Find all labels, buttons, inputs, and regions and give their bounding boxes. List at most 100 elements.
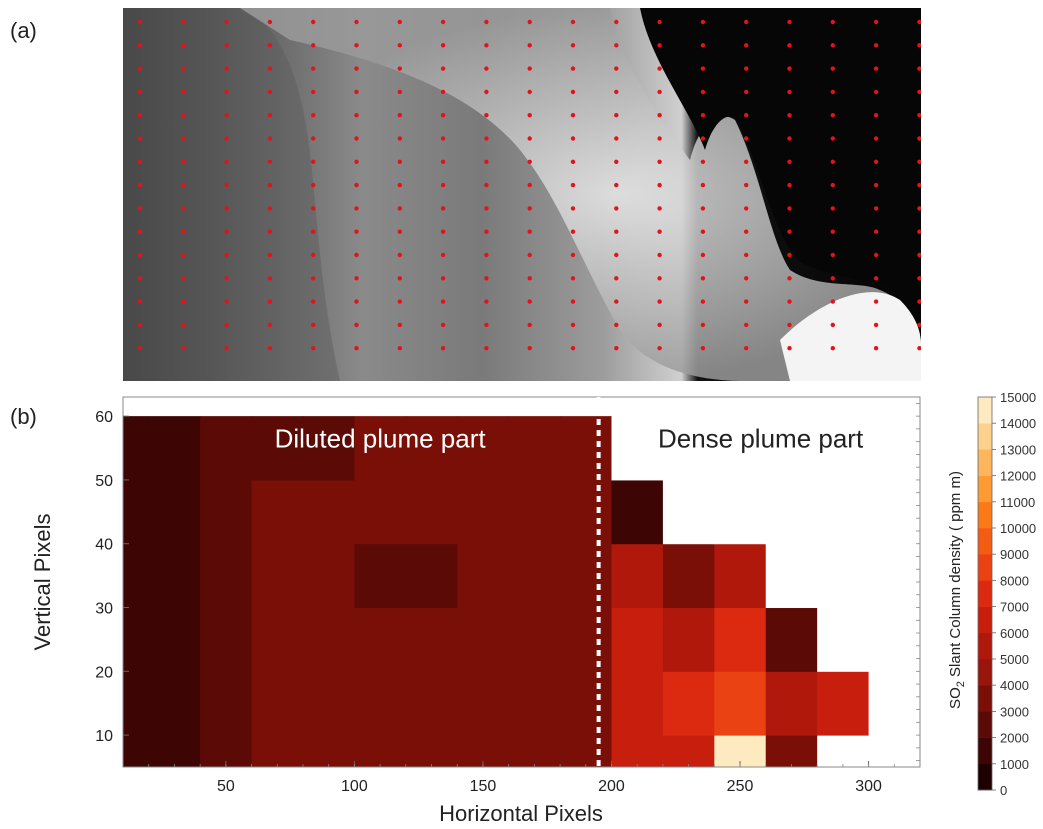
colorbar-tick-label: 13000 <box>1000 442 1036 457</box>
sampling-dot <box>657 159 662 164</box>
sampling-dot <box>440 322 446 328</box>
colorbar-swatch <box>978 475 992 503</box>
heatmap-cell <box>123 479 150 545</box>
sampling-dot <box>354 182 359 188</box>
sampling-dot <box>700 159 706 164</box>
colorbar-swatch <box>978 659 992 686</box>
sampling-dot <box>311 136 316 141</box>
heatmap-cell <box>765 735 818 767</box>
sampling-dot <box>224 299 229 304</box>
sampling-dot <box>700 322 706 328</box>
colorbar-tick-label: 3000 <box>1000 704 1029 719</box>
sampling-dot <box>267 346 273 351</box>
plume-image <box>123 8 921 381</box>
sampling-dot <box>657 66 662 71</box>
colorbar-swatch <box>978 711 992 738</box>
sampling-dot <box>873 89 879 95</box>
sampling-dot <box>267 299 273 304</box>
sampling-dot <box>787 89 792 95</box>
heatmap-cell <box>560 416 612 481</box>
sampling-dot <box>224 43 229 48</box>
sampling-dot <box>311 299 316 304</box>
heatmap-cell <box>200 479 253 545</box>
sampling-dot <box>744 19 749 25</box>
sampling-dot <box>440 43 446 48</box>
sampling-dot <box>397 66 402 71</box>
sampling-dot <box>181 299 186 304</box>
sampling-dot <box>744 276 749 281</box>
heatmap-cell <box>765 543 818 609</box>
sampling-dot <box>224 206 229 211</box>
sampling-dot <box>787 19 792 25</box>
sampling-dot <box>224 136 229 141</box>
colorbar-tick-label: 11000 <box>1000 495 1035 510</box>
sampling-dot <box>570 276 576 281</box>
sampling-dot <box>917 113 921 118</box>
sampling-dot <box>181 43 186 48</box>
sampling-dot <box>787 159 792 164</box>
y-tick-label: 60 <box>95 409 113 426</box>
sampling-dot <box>917 66 921 71</box>
heatmap-cell <box>662 479 715 545</box>
sampling-dot <box>614 66 619 71</box>
sampling-dot <box>614 299 619 304</box>
sampling-dot <box>527 182 532 188</box>
sampling-dot <box>224 66 229 71</box>
heatmap-cell <box>611 543 664 609</box>
sampling-dot <box>700 299 706 304</box>
sampling-dot <box>614 322 619 328</box>
sampling-dot <box>917 182 921 188</box>
sampling-dot <box>137 206 143 211</box>
sampling-dot <box>267 252 273 258</box>
sampling-dot <box>181 322 186 328</box>
heatmap-cell <box>405 479 458 545</box>
sampling-dot <box>830 206 835 211</box>
heatmap-cell <box>123 607 150 672</box>
sampling-dot <box>484 113 489 118</box>
sampling-dot <box>267 19 273 25</box>
sampling-dot <box>570 89 576 95</box>
sampling-dot <box>267 322 273 328</box>
sampling-dot <box>744 182 749 188</box>
heatmap-cell <box>817 416 870 481</box>
sampling-dot <box>700 43 706 48</box>
sampling-dot <box>744 66 749 71</box>
heatmap-cell <box>868 607 920 672</box>
panel-a-label: (a) <box>10 18 37 43</box>
sampling-dot <box>744 299 749 304</box>
heatmap-cell <box>200 671 253 736</box>
heatmap-cell <box>560 607 612 672</box>
sampling-dot <box>440 136 446 141</box>
sampling-dot <box>570 43 576 48</box>
sampling-dot <box>484 346 489 351</box>
sampling-dot <box>484 43 489 48</box>
sampling-dot <box>397 136 402 141</box>
sampling-dot <box>570 136 576 141</box>
sampling-dot <box>527 229 532 234</box>
y-tick-label: 20 <box>95 664 113 681</box>
heatmap-cell <box>817 735 870 767</box>
heatmap-cell <box>457 543 510 609</box>
sampling-dot <box>787 299 792 304</box>
sampling-dot <box>267 159 273 164</box>
heatmap-cell <box>123 543 150 609</box>
sampling-dot-grid <box>137 19 921 351</box>
heatmap-cell <box>148 671 201 736</box>
sampling-dot <box>700 252 706 258</box>
sampling-dot <box>787 276 792 281</box>
heatmap-cell <box>611 416 664 481</box>
sampling-dot <box>570 19 576 25</box>
heatmap-cell <box>302 735 355 767</box>
heatmap-cell <box>714 607 767 672</box>
sampling-dot <box>527 43 532 48</box>
sampling-dot <box>267 182 273 188</box>
sampling-dot <box>744 346 749 351</box>
heatmap-cell <box>817 479 870 545</box>
sampling-dot <box>873 299 879 304</box>
sampling-dot <box>830 299 835 304</box>
sampling-dot <box>830 43 835 48</box>
heatmap-cell <box>302 416 355 481</box>
sampling-dot <box>570 159 576 164</box>
sampling-dot <box>614 43 619 48</box>
